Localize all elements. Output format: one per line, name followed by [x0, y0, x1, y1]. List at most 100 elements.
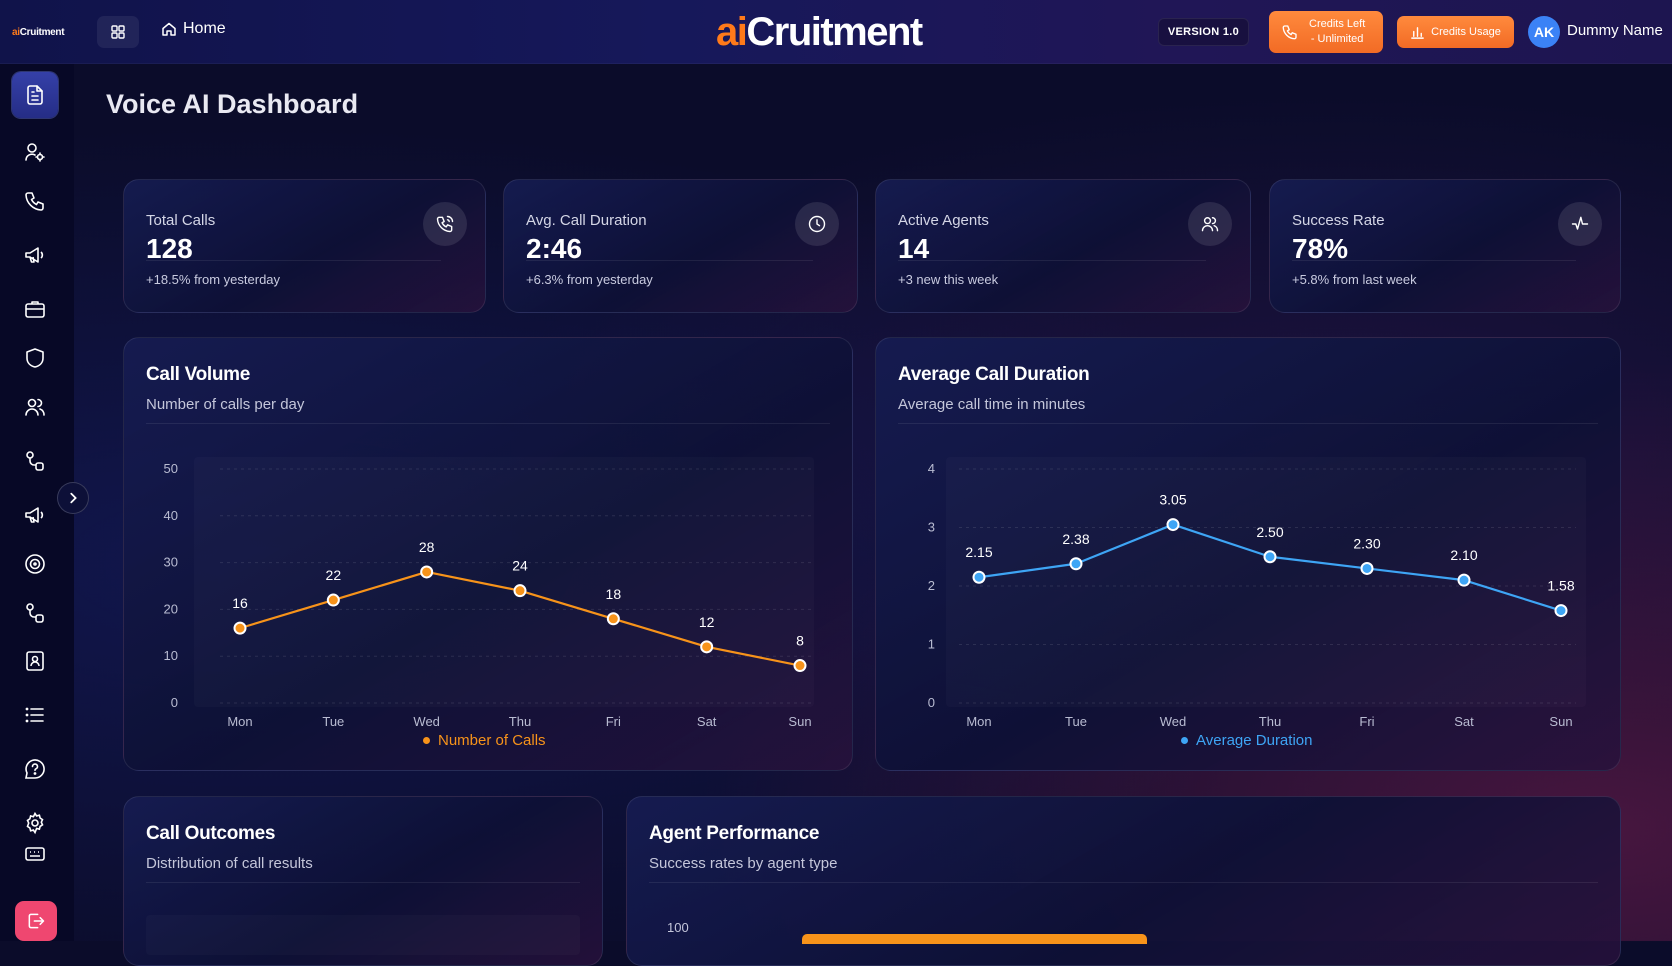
chart-legend[interactable]: Average Duration: [1181, 732, 1312, 749]
sidebar-item-settings[interactable]: [12, 800, 58, 846]
data-point: [326, 593, 340, 607]
y-axis-tick: 2: [928, 578, 935, 593]
panel-title: Average Call Duration: [898, 364, 1090, 385]
data-label: 2.38: [1062, 531, 1089, 547]
y-axis-tick: 50: [164, 461, 178, 476]
panel-divider: [146, 423, 830, 424]
workflow-icon: [26, 603, 44, 623]
chart-legend[interactable]: Number of Calls: [423, 732, 546, 749]
x-axis-tick: Tue: [322, 714, 344, 729]
stat-label: Active Agents: [898, 212, 989, 229]
call-volume-chart: 0 10 20 30 40 50 Mon Tue Wed Thu Fri Sat Sun 16 22 28 24…: [164, 461, 815, 729]
sidebar-item-workflow[interactable]: [12, 438, 58, 484]
panel-subtitle: Distribution of call results: [146, 855, 313, 872]
data-label: 22: [326, 567, 342, 583]
keyboard-icon: [25, 847, 45, 861]
mini-logo[interactable]: aiCruitment: [12, 27, 65, 38]
y-axis-tick: 1: [928, 637, 935, 652]
credits-left-line1: Credits Left: [1309, 18, 1366, 30]
phone-wave-icon: [436, 215, 454, 233]
chart-area: [146, 915, 580, 955]
sidebar-item-help[interactable]: [12, 746, 58, 792]
stat-card-success-rate: Success Rate 78% +5.8% from last week: [1269, 179, 1621, 313]
panel-divider: [649, 882, 1598, 883]
sidebar-item-targets[interactable]: [12, 541, 58, 587]
y-axis-tick: 4: [928, 461, 935, 476]
legend-dot: [1181, 737, 1188, 744]
credits-usage-label: Credits Usage: [1431, 26, 1501, 38]
data-point: [513, 584, 527, 598]
home-link[interactable]: Home: [161, 20, 226, 38]
data-point: [1457, 573, 1471, 587]
chart-bar[interactable]: [802, 934, 1147, 944]
data-point: [606, 612, 620, 626]
sidebar-item-list[interactable]: [12, 692, 58, 738]
legend-dot: [423, 737, 430, 744]
stat-card-active-agents: Active Agents 14 +3 new this week: [875, 179, 1251, 313]
data-point: [1360, 561, 1374, 575]
phone-icon: [25, 192, 44, 211]
stat-divider: [526, 260, 813, 261]
sidebar-item-contacts[interactable]: [12, 638, 58, 684]
data-point: [793, 659, 807, 673]
apps-grid-button[interactable]: [97, 16, 139, 48]
panel-title: Agent Performance: [649, 823, 820, 844]
y-axis-tick: 0: [171, 695, 178, 710]
sidebar-item-document[interactable]: [12, 72, 58, 118]
stat-label: Success Rate: [1292, 212, 1385, 229]
data-point: [1263, 550, 1277, 564]
target-icon: [25, 554, 45, 574]
avatar[interactable]: AK: [1528, 16, 1560, 48]
chevron-right-icon: [70, 492, 77, 504]
user-name[interactable]: Dummy Name: [1567, 22, 1663, 39]
stat-card-total-calls: Total Calls 128 +18.5% from yesterday: [123, 179, 486, 313]
data-label: 12: [699, 614, 715, 630]
x-axis-tick: Sat: [1454, 714, 1474, 729]
sidebar-item-security[interactable]: [12, 335, 58, 381]
sidebar-item-integrations[interactable]: [12, 590, 58, 636]
credits-left-line2: - Unlimited: [1310, 33, 1364, 45]
legend-label: Number of Calls: [438, 732, 546, 749]
sidebar-item-jobs[interactable]: [12, 286, 58, 332]
plot-area: [946, 457, 1586, 707]
sidebar-item-calls[interactable]: [12, 178, 58, 224]
stat-icon-badge: [423, 202, 467, 246]
phone-icon: [1282, 25, 1297, 40]
data-label: 8: [796, 633, 804, 649]
data-point: [700, 640, 714, 654]
stat-divider: [1292, 260, 1576, 261]
user-gear-icon: [25, 143, 45, 162]
briefcase-icon: [25, 301, 45, 318]
stat-divider: [146, 260, 441, 261]
stat-label: Total Calls: [146, 212, 216, 229]
data-label: 2.50: [1256, 524, 1283, 540]
logout-button[interactable]: [15, 901, 57, 941]
data-label: 2.10: [1450, 547, 1477, 563]
sidebar-item-campaigns[interactable]: [12, 232, 58, 278]
panel-title: Call Volume: [146, 364, 251, 385]
sidebar-expand-button[interactable]: [57, 482, 89, 514]
contact-book-icon: [26, 651, 44, 671]
sidebar-item-keyboard[interactable]: [12, 842, 58, 868]
credits-left-button[interactable]: Credits Left - Unlimited: [1269, 11, 1383, 53]
sidebar-item-user-settings[interactable]: [12, 129, 58, 175]
panel-subtitle: Success rates by agent type: [649, 855, 838, 872]
gear-icon: [26, 811, 44, 835]
stat-label: Avg. Call Duration: [526, 212, 647, 229]
y-axis-tick: 100: [667, 920, 689, 935]
sidebar-item-announcements[interactable]: [12, 492, 58, 538]
data-point: [1069, 557, 1083, 571]
list-icon: [25, 707, 44, 723]
y-axis-tick: 10: [164, 648, 178, 663]
help-icon: [25, 759, 45, 779]
x-axis-tick: Mon: [227, 714, 252, 729]
data-label: 3.05: [1159, 492, 1186, 508]
panel-subtitle: Number of calls per day: [146, 396, 305, 413]
sidebar-item-team[interactable]: [12, 384, 58, 430]
panel-divider: [146, 882, 580, 883]
clock-icon: [808, 215, 826, 233]
x-axis-tick: Wed: [1160, 714, 1187, 729]
x-axis-tick: Fri: [1359, 714, 1374, 729]
credits-usage-button[interactable]: Credits Usage: [1397, 16, 1514, 48]
home-icon: [162, 22, 176, 36]
